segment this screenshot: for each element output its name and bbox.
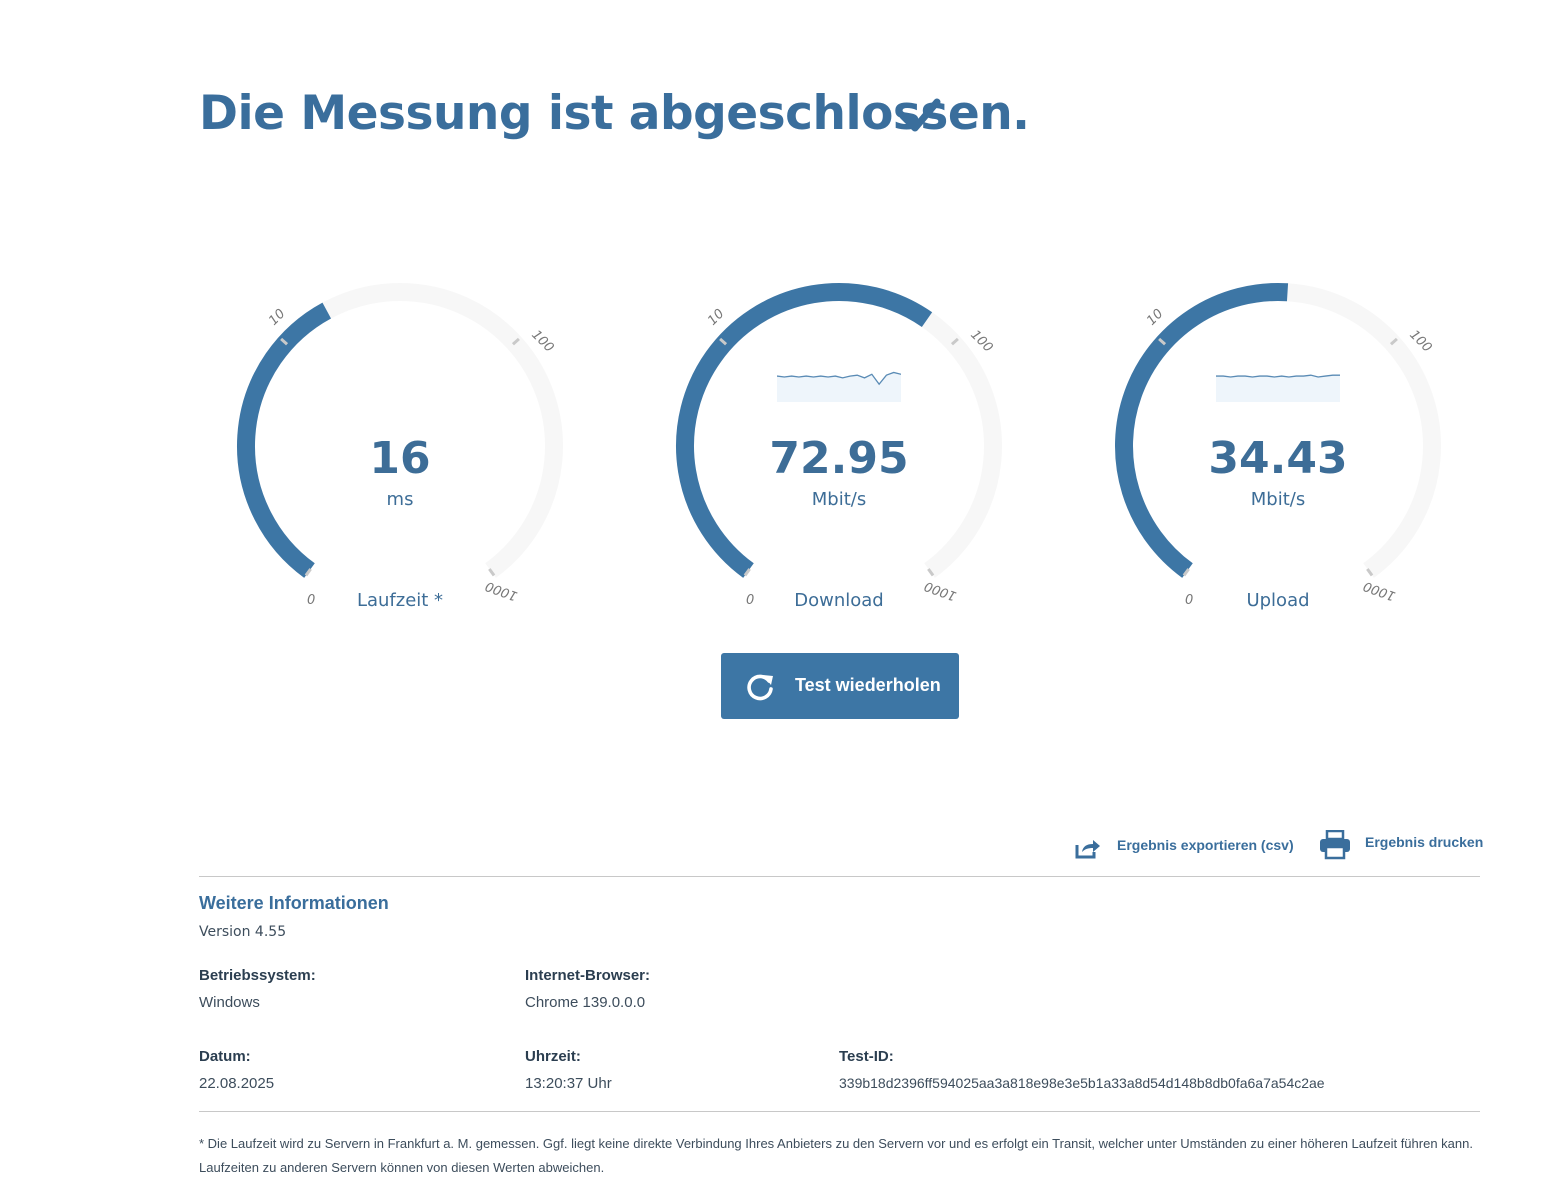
browser-label: Internet-Browser: <box>525 967 651 984</box>
time-value: 13:20:37 Uhr <box>525 1075 612 1092</box>
repeat-test-button[interactable]: Test wiederholen <box>721 653 959 719</box>
date-value: 22.08.2025 <box>199 1075 275 1092</box>
browser-value: Chrome 139.0.0.0 <box>525 994 646 1011</box>
gauge-tick <box>488 568 496 577</box>
download-sparkline <box>777 371 901 402</box>
gauge-tick <box>280 337 289 346</box>
gauge-value-arc <box>676 283 933 578</box>
upload-value: 34.43 <box>1208 433 1348 484</box>
gauge-tick <box>927 568 935 577</box>
test-id-label: Test-ID: <box>839 1048 894 1065</box>
gauge-tick <box>511 337 520 346</box>
upload-dial <box>1115 283 1441 578</box>
download-dial <box>676 283 1002 578</box>
test-id-value: 339b18d2396ff594025aa3a818e98e3e5b1a33a8… <box>839 1075 1325 1091</box>
gauge-value-arc <box>237 302 332 578</box>
download-label: Download <box>794 590 884 611</box>
latency-gauge: 0 10 100 1000 <box>230 270 570 630</box>
os-value: Windows <box>199 994 260 1011</box>
scale-label-0: 0 <box>1185 593 1194 608</box>
date-label: Datum: <box>199 1048 251 1065</box>
os-label: Betriebssystem: <box>199 967 316 984</box>
gauge-tick <box>950 337 959 346</box>
sparkline-line <box>777 371 901 386</box>
latency-footnote: * Die Laufzeit wird zu Servern in Frankf… <box>199 1136 1473 1175</box>
checkmark-icon <box>899 98 941 132</box>
upload-sparkline <box>1216 374 1340 402</box>
print-link[interactable]: Ergebnis drucken <box>1365 834 1484 850</box>
gauge-tick <box>1158 337 1167 346</box>
upload-gauge: 0 10 100 1000 <box>1108 270 1448 630</box>
scale-label-0: 0 <box>307 593 316 608</box>
refresh-icon <box>747 674 773 701</box>
info-title: Weitere Informationen <box>199 893 389 913</box>
divider-top <box>199 876 1480 877</box>
gauge-tick <box>743 568 751 577</box>
sparkline-line <box>1216 374 1340 378</box>
version-text: Version 4.55 <box>199 924 287 940</box>
page-title: Die Messung ist abgeschlossen. <box>199 86 1030 141</box>
repeat-test-label: Test wiederholen <box>795 675 941 695</box>
gauge-tick <box>1182 568 1190 577</box>
export-csv-link[interactable]: Ergebnis exportieren (csv) <box>1117 837 1294 853</box>
gauge-tick <box>304 568 312 577</box>
sparkline-area <box>777 372 901 402</box>
upload-label: Upload <box>1246 590 1310 611</box>
latency-label: Laufzeit * <box>356 590 444 611</box>
gauge-tick <box>1389 337 1398 346</box>
download-value: 72.95 <box>769 433 909 484</box>
divider-bottom <box>199 1111 1480 1112</box>
time-label: Uhrzeit: <box>525 1048 581 1065</box>
gauge-tick <box>719 337 728 346</box>
latency-dial <box>237 283 563 578</box>
share-icon[interactable] <box>1075 837 1101 859</box>
sparkline-area <box>1216 375 1340 402</box>
printer-icon[interactable] <box>1319 830 1351 860</box>
download-unit: Mbit/s <box>811 489 867 510</box>
gauge-value-arc <box>1115 283 1289 578</box>
upload-unit: Mbit/s <box>1250 489 1306 510</box>
scale-label-0: 0 <box>746 593 755 608</box>
gauge-tick <box>1366 568 1374 577</box>
latency-unit: ms <box>386 489 414 510</box>
download-gauge: 0 10 100 1000 <box>669 270 1009 630</box>
latency-value: 16 <box>369 433 431 484</box>
